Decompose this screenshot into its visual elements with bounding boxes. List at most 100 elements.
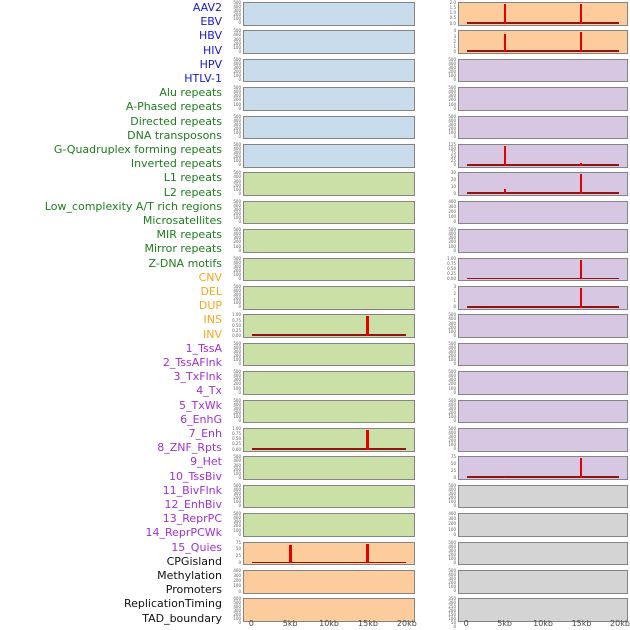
y-tick-label: 3 bbox=[453, 284, 456, 289]
track-label: 2_TssAFlnk bbox=[162, 355, 222, 369]
y-tick-label: 400 bbox=[233, 344, 241, 350]
y-tick-label: 400 bbox=[448, 344, 456, 350]
y-tick-label: 100 bbox=[233, 215, 241, 221]
track-panel bbox=[458, 598, 628, 622]
y-tick-label: 600 bbox=[233, 596, 241, 602]
track-label: 15_Quies bbox=[171, 540, 222, 554]
y-tick-label: 200 bbox=[233, 612, 241, 618]
y-tick-label: 500 bbox=[233, 142, 241, 147]
y-tick-labels: 500 400 300 200 100 0 bbox=[438, 113, 456, 140]
y-tick-label: 0 bbox=[453, 332, 456, 338]
track-label: 8_ZNF_Rpts bbox=[157, 441, 222, 455]
track-label: HPV bbox=[199, 57, 222, 71]
y-tick-label: 1 bbox=[453, 43, 456, 49]
baseline-marker bbox=[251, 448, 407, 450]
y-tick-labels: 500 400 300 200 100 0 bbox=[438, 313, 456, 338]
y-tick-labels: 400 300 200 100 0 bbox=[438, 512, 456, 537]
y-tick-label: 300 bbox=[233, 93, 241, 99]
spike-marker bbox=[579, 4, 583, 24]
y-tick-label: 200 bbox=[448, 495, 456, 501]
x-axis-label: 5kb bbox=[497, 619, 513, 628]
y-tick-label: 500 bbox=[448, 482, 456, 488]
y-tick-label: 200 bbox=[233, 267, 241, 273]
track-label: 4_Tx bbox=[196, 384, 222, 398]
track-panel bbox=[458, 570, 628, 594]
y-tick-label: 400 bbox=[448, 430, 456, 436]
y-tick-label: 100 bbox=[448, 328, 456, 334]
y-tick-label: 100 bbox=[448, 214, 456, 220]
y-tick-label: 100 bbox=[448, 146, 456, 152]
y-tick-label: 100 bbox=[448, 243, 456, 249]
y-tick-label: 100 bbox=[233, 357, 241, 363]
y-tick-label: 500 bbox=[233, 369, 241, 375]
baseline-marker bbox=[251, 561, 407, 564]
y-tick-labels: 500 400 300 200 100 0 bbox=[223, 171, 241, 196]
y-tick-label: 300 bbox=[233, 235, 241, 241]
y-tick-label: 200 bbox=[233, 296, 241, 302]
spike-marker bbox=[579, 288, 583, 308]
y-tick-label: 200 bbox=[448, 381, 456, 387]
track-panel bbox=[243, 286, 415, 310]
y-tick-labels: 500 400 300 200 100 0 bbox=[223, 455, 241, 480]
y-tick-label: 400 bbox=[233, 231, 241, 237]
y-tick-label: 25 bbox=[450, 158, 456, 164]
y-tick-label: 500 bbox=[233, 56, 241, 62]
y-tick-label: 500 bbox=[233, 397, 241, 403]
y-tick-label: 300 bbox=[233, 573, 241, 579]
y-tick-label: 0 bbox=[238, 219, 241, 225]
y-tick-label: 0.75 bbox=[232, 431, 241, 437]
spike-marker bbox=[503, 4, 507, 24]
y-tick-label: 100 bbox=[233, 413, 241, 419]
spike-marker bbox=[579, 32, 583, 52]
y-tick-label: 400 bbox=[448, 117, 456, 123]
y-tick-label: 0 bbox=[453, 48, 456, 54]
track-label: DNA transposons bbox=[127, 128, 222, 142]
spike-marker bbox=[579, 174, 583, 194]
y-tick-label: 0 bbox=[238, 162, 241, 168]
track-panel bbox=[243, 172, 415, 196]
y-tick-label: 0.75 bbox=[232, 317, 241, 323]
y-tick-label: 100 bbox=[448, 357, 456, 363]
spike-marker bbox=[289, 545, 292, 564]
track-panel bbox=[458, 257, 628, 282]
y-tick-label: 300 bbox=[233, 490, 241, 496]
track-panel bbox=[458, 314, 628, 338]
x-axis-label: 15kb bbox=[358, 619, 378, 628]
y-tick-label: 100 bbox=[448, 413, 456, 419]
y-tick-label: 75 bbox=[235, 539, 241, 545]
y-tick-label: 0 bbox=[453, 588, 456, 594]
y-tick-label: 200 bbox=[448, 353, 456, 359]
y-tick-labels: 500 400 300 200 100 0 bbox=[223, 56, 241, 83]
y-tick-label: 400 bbox=[233, 202, 241, 208]
track-panel bbox=[243, 484, 415, 509]
baseline-marker bbox=[466, 22, 620, 24]
y-tick-label: 400 bbox=[233, 486, 241, 492]
y-tick-label: 500 bbox=[233, 170, 241, 176]
y-tick-label: 400 bbox=[233, 60, 241, 66]
y-tick-label: 300 bbox=[448, 203, 456, 209]
y-tick-label: 0 bbox=[238, 474, 241, 480]
track-label: Mirror repeats bbox=[144, 242, 223, 256]
x-axis-label: 5kb bbox=[282, 619, 298, 628]
y-tick-label: 0 bbox=[238, 361, 241, 367]
spike-marker bbox=[503, 146, 507, 166]
y-tick-label: 0.5 bbox=[449, 15, 456, 21]
y-tick-label: 400 bbox=[233, 373, 241, 379]
y-tick-label: 200 bbox=[233, 154, 241, 160]
y-tick-label: 100 bbox=[233, 101, 241, 107]
y-tick-label: 100 bbox=[233, 583, 241, 589]
y-tick-label: 400 bbox=[448, 89, 456, 95]
y-tick-label: 400 bbox=[233, 117, 241, 123]
spike-marker bbox=[366, 316, 369, 336]
track-label: HBV bbox=[198, 29, 222, 43]
y-tick-label: 0 bbox=[238, 560, 241, 566]
y-tick-labels: 500 400 300 200 100 0 bbox=[223, 483, 241, 509]
y-tick-label: 500 bbox=[448, 113, 456, 119]
y-tick-labels: 500 400 300 200 100 0 bbox=[223, 370, 241, 395]
y-tick-label: 200 bbox=[233, 239, 241, 245]
y-tick-label: 0 bbox=[238, 389, 241, 395]
y-tick-label: 400 bbox=[233, 32, 241, 38]
x-axis-label: 20kb bbox=[610, 619, 630, 628]
track-panel bbox=[458, 484, 628, 509]
